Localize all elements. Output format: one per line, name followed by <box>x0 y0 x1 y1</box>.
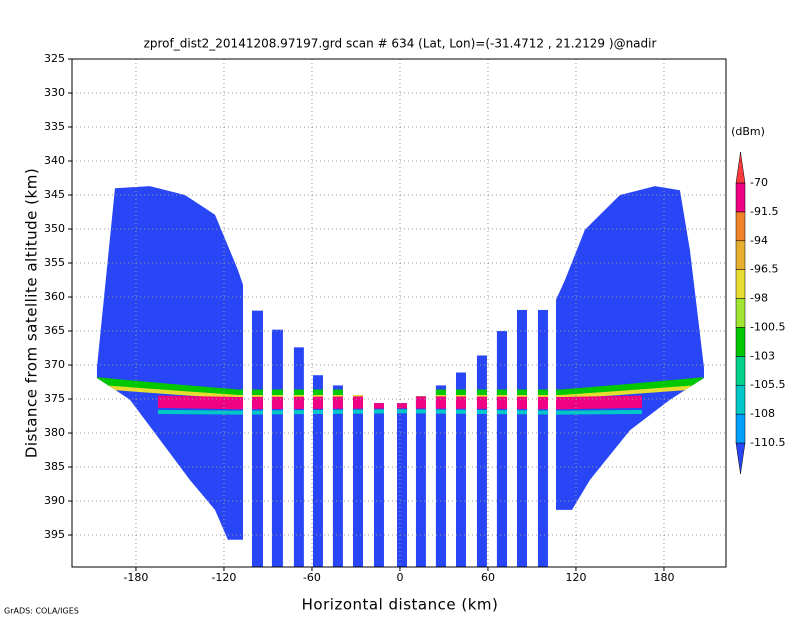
swath-stripe <box>353 394 363 567</box>
y-tick-label: 365 <box>44 324 65 337</box>
colorbar-swatch <box>735 240 746 270</box>
colorbar-swatch <box>735 413 746 444</box>
colorbar-tick-label: -100.5 <box>750 320 785 333</box>
y-tick-label: 370 <box>44 358 65 371</box>
swath-stripe <box>293 347 304 567</box>
x-tick-label: 60 <box>481 571 495 584</box>
swath-stripe <box>397 403 407 567</box>
colorbar-tick-label: -96.5 <box>750 263 778 276</box>
swath-stripe <box>271 329 283 567</box>
colorbar-swatch <box>735 442 746 475</box>
credit: GrADS: COLA/IGES <box>4 607 79 616</box>
swath-stripe <box>332 385 343 567</box>
y-tick-label: 350 <box>44 222 65 235</box>
x-tick-label: -180 <box>123 571 148 584</box>
y-tick-label: 385 <box>44 460 65 473</box>
y-tick-label: 345 <box>44 188 65 201</box>
swath-stripe <box>516 309 527 567</box>
chart-title: zprof_dist2_20141208.97197.grd scan # 63… <box>144 37 657 51</box>
x-tick-label: -60 <box>303 571 321 584</box>
colorbar-tick-label: -105.5 <box>750 378 785 391</box>
y-tick-label: 375 <box>44 392 65 405</box>
x-tick-label: -120 <box>211 571 236 584</box>
y-tick-label: 390 <box>44 494 65 507</box>
swath-stripe <box>476 355 487 567</box>
y-tick-label: 335 <box>44 120 65 133</box>
colorbar-swatch <box>735 384 746 415</box>
x-tick-label: 120 <box>565 571 586 584</box>
swath-stripe <box>312 375 323 567</box>
colorbar-tick-label: -110.5 <box>750 436 785 449</box>
swath-stripe <box>455 372 466 567</box>
colorbar-swatch <box>735 182 746 213</box>
swath-stripe <box>537 309 548 567</box>
colorbar-label: (dBm) <box>731 125 765 138</box>
swath-stripe <box>251 310 263 567</box>
colorbar-tick-label: -94 <box>750 234 768 247</box>
colorbar-tick-label: -91.5 <box>750 205 778 218</box>
colorbar-swatch <box>735 356 746 386</box>
plot-frame <box>71 58 727 568</box>
colorbar-tick-label: -70 <box>750 176 768 189</box>
colorbar-swatch <box>735 211 746 242</box>
colorbar-swatch <box>735 327 746 357</box>
swath-stripe <box>373 403 384 567</box>
colorbar-swatch <box>735 269 746 299</box>
swath-stripe <box>415 396 426 567</box>
colorbar-tick-label: -98 <box>750 292 768 305</box>
y-axis-label: Distance from satellite altitude (km) <box>23 168 41 458</box>
y-tick-label: 380 <box>44 426 65 439</box>
surface-band <box>157 395 643 410</box>
colorbar-tick-label: -103 <box>750 349 775 362</box>
swath-stripe <box>435 385 447 567</box>
swath-block <box>96 186 244 540</box>
y-tick-label: 340 <box>44 154 65 167</box>
y-tick-label: 360 <box>44 290 65 303</box>
y-tick-label: 325 <box>44 52 65 65</box>
y-tick-label: 395 <box>44 528 65 541</box>
x-axis-label: Horizontal distance (km) <box>302 596 499 614</box>
swath-stripe <box>496 331 508 567</box>
y-tick-label: 330 <box>44 86 65 99</box>
colorbar-swatch <box>735 298 746 328</box>
y-tick-label: 355 <box>44 256 65 269</box>
swath-block <box>556 186 704 510</box>
colorbar-swatch <box>735 151 746 184</box>
colorbar-tick-label: -108 <box>750 407 775 420</box>
x-tick-label: 180 <box>653 571 674 584</box>
x-tick-label: 0 <box>396 571 403 584</box>
